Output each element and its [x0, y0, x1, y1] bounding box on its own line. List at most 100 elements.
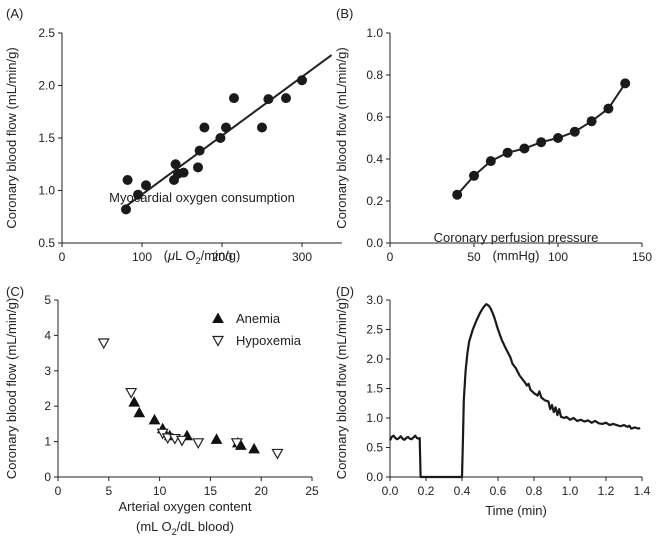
- panel-c: (C) 0 1 2 3 4 5 0 5 10 15 20 25 Coronary blood flow (…: [4, 284, 319, 537]
- y-tick-label: 5: [44, 293, 51, 307]
- y-tick-label: 0.5: [366, 441, 383, 455]
- y-tick-label: 0.2: [366, 194, 383, 208]
- y-tick-label: 0.0: [366, 470, 383, 484]
- y-tick-label: 1.5: [38, 131, 55, 145]
- y-tick-label: 1.0: [366, 26, 383, 40]
- x-tick-label: 0: [59, 250, 66, 264]
- x-axis-label: Time (min): [485, 503, 547, 518]
- legend-hypoxemia-marker: [211, 335, 225, 347]
- x-axis-label: Coronary perfusion pressure: [434, 230, 599, 245]
- hypoxemia-point: [125, 387, 138, 399]
- x-tick-label: 0.6: [490, 484, 507, 498]
- data-point: [469, 170, 479, 181]
- data-point: [502, 147, 513, 158]
- data-point: [170, 159, 181, 170]
- x-axis-label: Myocardial oxygen consumption: [109, 190, 295, 205]
- y-tick-label: 2.0: [38, 79, 55, 93]
- data-point: [620, 78, 631, 89]
- y-tick-label: 1.0: [38, 184, 55, 198]
- y-tick-label: 3.0: [366, 293, 383, 307]
- panel-label: (B): [336, 6, 353, 21]
- y-tick-label: 2: [44, 399, 51, 413]
- x-tick-label: 150: [632, 250, 652, 264]
- data-point: [553, 133, 563, 143]
- x-tick-label: 15: [204, 484, 218, 498]
- data-point: [178, 167, 189, 178]
- y-tick-label: 2.0: [366, 352, 383, 366]
- x-axis-unit: (μL O2/min/g): [164, 248, 241, 266]
- data-point: [485, 156, 496, 167]
- x-tick-label: 0.8: [526, 484, 543, 498]
- data-point: [199, 122, 210, 133]
- x-axis-label: Arterial oxygen content: [119, 499, 252, 514]
- panel-label: (A): [6, 6, 23, 21]
- data-point: [263, 94, 274, 105]
- y-tick-label: 0.0: [366, 236, 383, 250]
- anemia-point: [248, 442, 260, 454]
- data-point: [452, 189, 463, 200]
- data-point: [121, 204, 131, 215]
- panel-b: (B) 0.0 0.2 0.4 0.6 0.8 1.0 0 50 100 150 Coronary b…: [334, 6, 652, 264]
- flow-trace: [389, 303, 641, 479]
- x-tick-label: 1.4: [634, 484, 651, 498]
- x-tick-label: 0: [387, 250, 394, 264]
- panel-label: (C): [6, 284, 24, 299]
- data-point: [257, 122, 267, 133]
- x-tick-label: 200: [212, 250, 232, 264]
- data-point: [133, 189, 143, 200]
- panel-a: (A) 0.5 1.0 1.5 2.0 2.5 0 100 200 300 Coronary blo…: [4, 6, 342, 266]
- x-tick-label: 100: [132, 250, 152, 264]
- legend-anemia-marker: [212, 312, 224, 323]
- y-tick-label: 1.0: [366, 411, 383, 425]
- hypoxemia-point: [230, 438, 243, 450]
- x-tick-label: 0.4: [454, 484, 471, 498]
- x-tick-label: 300: [292, 250, 312, 264]
- legend-anemia-label: Anemia: [236, 311, 281, 326]
- y-tick-label: 0.5: [38, 236, 55, 250]
- y-tick-label: 0.4: [366, 152, 383, 166]
- y-tick-label: 2.5: [366, 323, 383, 337]
- data-point: [519, 143, 530, 154]
- data-point: [297, 75, 307, 86]
- y-axis-label: Coronary blood flow (mL/min/g): [334, 298, 349, 479]
- x-axis-unit: (mL O2/dL blood): [136, 519, 234, 537]
- x-tick-label: 100: [548, 250, 568, 264]
- hypoxemia-point: [271, 448, 284, 460]
- legend-hypoxemia-label: Hypoxemia: [236, 333, 302, 348]
- x-axis-unit: (mmHg): [493, 248, 540, 263]
- y-tick-label: 0.6: [366, 110, 383, 124]
- x-tick-label: 5: [105, 484, 112, 498]
- x-tick-label: 1.0: [562, 484, 579, 498]
- x-tick-label: 0: [55, 484, 62, 498]
- panel-d: (D) 0.0 0.5 1.0 1.5 2.0 2.5 3.0 0.0 0.2 0.4 0.6 0.8 1…: [334, 284, 651, 518]
- x-tick-label: 0.2: [418, 484, 435, 498]
- y-tick-label: 0.8: [366, 68, 383, 82]
- y-axis-label: Coronary blood flow (mL/min/g): [4, 298, 19, 479]
- hypoxemia-point: [192, 438, 205, 450]
- x-tick-label: 50: [467, 250, 481, 264]
- y-axis-label: Coronary blood flow (mL/min/g): [334, 47, 349, 228]
- data-point: [586, 116, 597, 127]
- anemia-point: [148, 413, 161, 425]
- data-point: [221, 122, 231, 133]
- anemia-point: [133, 406, 146, 418]
- x-tick-label: 1.2: [598, 484, 615, 498]
- y-tick-label: 2.5: [38, 26, 55, 40]
- hypoxemia-point: [97, 338, 110, 350]
- data-point: [194, 145, 205, 156]
- x-tick-label: 0.0: [382, 484, 399, 498]
- x-tick-label: 20: [255, 484, 269, 498]
- data-point: [603, 103, 614, 114]
- y-tick-label: 4: [44, 328, 51, 342]
- data-point: [229, 93, 239, 104]
- y-tick-label: 3: [44, 364, 51, 378]
- data-point: [122, 175, 133, 185]
- legend: Anemia Hypoxemia: [236, 311, 302, 348]
- panel-label: (D): [336, 284, 354, 299]
- data-point: [569, 126, 580, 137]
- y-tick-label: 1: [44, 435, 51, 449]
- y-tick-label: 0: [44, 470, 51, 484]
- data-point: [536, 137, 547, 148]
- x-tick-label: 10: [153, 484, 167, 498]
